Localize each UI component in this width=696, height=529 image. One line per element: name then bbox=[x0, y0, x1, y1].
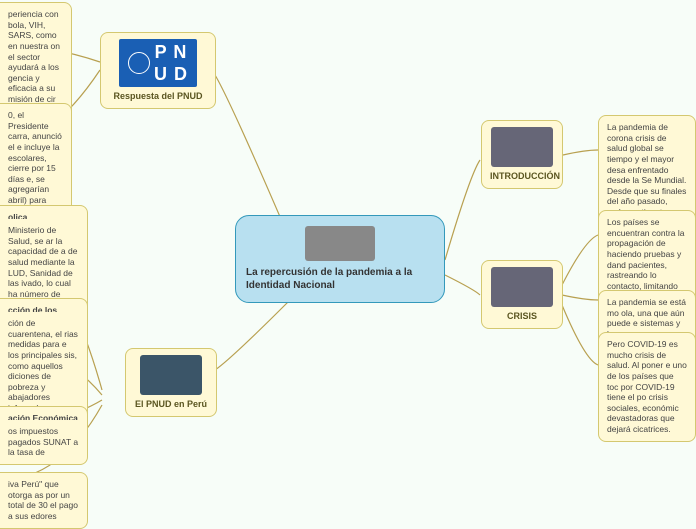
crisis-image bbox=[491, 267, 553, 307]
leaf-crisis-3[interactable]: Pero COVID-19 es mucho crisis de salud. … bbox=[598, 332, 696, 442]
leaf-left-5[interactable]: os impuestos pagados SUNAT a la tasa de bbox=[0, 420, 88, 465]
intro-label: INTRODUCCIÓN bbox=[490, 171, 554, 182]
respuesta-label: Respuesta del PNUD bbox=[109, 91, 207, 102]
pnud-logo: P NU D bbox=[119, 39, 197, 87]
central-image bbox=[305, 226, 375, 261]
node-crisis[interactable]: CRISIS bbox=[481, 260, 563, 329]
pnud-peru-image bbox=[140, 355, 202, 395]
central-title: La repercusión de la pandemia a la Ident… bbox=[246, 267, 434, 292]
node-respuesta[interactable]: P NU D Respuesta del PNUD bbox=[100, 32, 216, 109]
pnud-peru-label: El PNUD en Perú bbox=[134, 399, 208, 410]
node-pnud-peru[interactable]: El PNUD en Perú bbox=[125, 348, 217, 417]
node-introduccion[interactable]: INTRODUCCIÓN bbox=[481, 120, 563, 189]
crisis-label: CRISIS bbox=[490, 311, 554, 322]
leaf-left-6[interactable]: iva Perú" que otorga as por un total de … bbox=[0, 472, 88, 529]
intro-image bbox=[491, 127, 553, 167]
central-node[interactable]: La repercusión de la pandemia a la Ident… bbox=[235, 215, 445, 303]
